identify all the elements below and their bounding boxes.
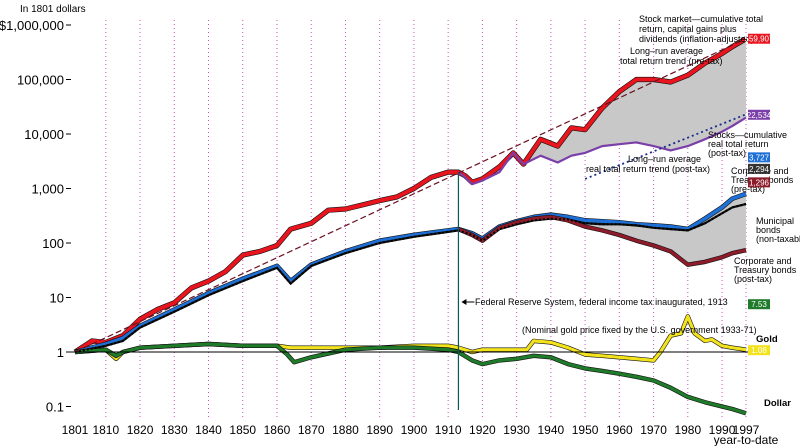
gold-label: Gold	[756, 334, 778, 345]
x-tick-label-1950: 1950	[572, 423, 599, 437]
end-value-badge-22534: 22,534	[747, 109, 772, 120]
x-tick-label-1910: 1910	[435, 423, 462, 437]
y-tick-label-10000: 10,000	[24, 127, 64, 142]
annotations: Stock market—cumulative total return, ca…	[475, 14, 800, 409]
corp-post-annotation-line-3: (post-tax)	[734, 274, 772, 284]
y-tick-label-1000: 1,000	[31, 182, 64, 197]
y-tick-label-1: 1	[57, 345, 64, 360]
x-tick-label-1810: 1810	[92, 423, 119, 437]
x-tick-label-1960: 1960	[606, 423, 633, 437]
axes: 1801 1810 1820 1830 1840 1850 1860 1870 1880 1890…	[0, 18, 779, 446]
end-value-badge-box	[748, 33, 770, 44]
trend-line-pre-tax	[74, 38, 747, 353]
corp-pre-annotation-line-3: (pre-tax)	[731, 184, 765, 194]
end-value-badge-text: 7.53	[751, 300, 767, 309]
end-value-badge-text: 22,534	[747, 111, 772, 120]
x-tick-label-1980: 1980	[674, 423, 701, 437]
trend-post-annotation-line-1: Long–run average	[628, 154, 701, 164]
y-tick-label-100000: 100,000	[17, 73, 64, 88]
x-tick-label-1860: 1860	[264, 423, 291, 437]
end-value-badge-3727: 3,727	[748, 152, 770, 163]
trend-post-annotation-line-2: real total return trend (post-tax)	[586, 164, 710, 174]
end-value-badge-2294: 2,294	[748, 163, 770, 174]
series-lines	[73, 36, 748, 416]
series-line-gold	[74, 314, 747, 362]
event-annotation: Federal Reserve System, federal income t…	[475, 297, 728, 307]
y-tick-label-1000000: $1,000,000	[0, 18, 64, 33]
y-tick-label-0_1: 0.1	[46, 400, 64, 415]
corp-post-annotation-line-1: Corporate and	[734, 256, 792, 266]
series-line-stock-market-cumulative-total-return-cap	[73, 36, 748, 354]
trend-pre-annotation-line-2: total return trend (pre-tax)	[620, 56, 723, 66]
end-value-badge-text: 2,294	[749, 165, 770, 174]
series-line-corporate-and-treasury-bonds-post-tax	[457, 215, 747, 267]
end-value-badge-text: 1.08	[751, 346, 767, 355]
end-value-badge-box	[748, 152, 770, 163]
end-value-badge-108: 1.08	[748, 345, 770, 356]
stocks-real-annotation-line-1: Stocks—cumulative	[708, 130, 787, 140]
y-tick-label-100: 100	[42, 236, 64, 251]
end-value-badge-text: 1,296	[749, 178, 770, 187]
trend-lines	[74, 38, 747, 353]
series-line-stocks-cumulative-real-total-return-post	[457, 116, 747, 186]
x-tick-label-1880: 1880	[332, 423, 359, 437]
end-value-badge-753: 7.53	[748, 299, 770, 310]
end-value-badge-1296: 1,296	[748, 177, 770, 188]
end-value-badge-text: 3,727	[749, 153, 770, 162]
end-value-badge-box	[748, 345, 770, 356]
stocks-real-annotation-line-2: real total return	[708, 139, 769, 149]
x-tick-label-1830: 1830	[161, 423, 188, 437]
end-value-badge-box	[748, 299, 770, 310]
muni-annotation-line-2: bonds	[756, 225, 781, 235]
x-tick-sublabel: year-to-date	[714, 433, 779, 446]
x-tick-label-1997: 1997	[733, 423, 760, 437]
muni-annotation-line-1: Municipal	[756, 216, 794, 226]
stocks-real-annotation-line-3: (post-tax)	[708, 148, 746, 158]
x-tick-label-1900: 1900	[401, 423, 428, 437]
trend-line-post-tax	[584, 113, 747, 180]
series-line-dollar	[74, 342, 747, 415]
end-value-badge-box	[748, 177, 770, 188]
x-tick-label-1970: 1970	[640, 423, 667, 437]
x-tick-label-1840: 1840	[195, 423, 222, 437]
dollar-label: Dollar	[764, 398, 791, 409]
trend-pre-annotation-line-1: Long–run average	[630, 46, 703, 56]
gold-note-annotation: (Nominal gold price fixed by the U.S. go…	[522, 325, 757, 335]
x-tick-label-1920: 1920	[469, 423, 496, 437]
x-tick-label-1940: 1940	[538, 423, 565, 437]
x-tick-label-1990: 1990	[709, 423, 736, 437]
corp-post-annotation-line-2: Treasury bonds	[734, 265, 797, 275]
stock-total-annotation-line-1: Stock market—cumulative total	[639, 14, 763, 24]
end-value-badge-559907: 559,907	[745, 33, 774, 44]
y-axis-label: In 1801 dollars	[20, 4, 86, 15]
x-tick-label-1890: 1890	[366, 423, 393, 437]
series-outline-gold	[74, 314, 747, 363]
x-tick-label-1801: 1801	[62, 423, 89, 437]
end-value-badge-box	[748, 163, 770, 174]
stock-total-annotation-line-2: return, capital gains plus	[639, 24, 737, 34]
x-tick-label-1870: 1870	[298, 423, 325, 437]
x-tick-label-1850: 1850	[229, 423, 256, 437]
x-tick-label-1930: 1930	[503, 423, 530, 437]
muni-annotation-line-3: (non-taxable)	[756, 234, 800, 244]
event-arrow-head	[461, 299, 467, 305]
x-tick-label-1820: 1820	[127, 423, 154, 437]
end-value-badges: 559,907 22,534 3,727 2,294 1,296 1.08 7.53	[745, 33, 774, 356]
end-value-badge-box	[748, 109, 770, 120]
end-value-badge-text: 559,907	[745, 35, 774, 44]
stock-total-annotation-line-3: dividends (inflation-adjusted)	[639, 34, 754, 44]
y-tick-label-10: 10	[50, 291, 64, 306]
